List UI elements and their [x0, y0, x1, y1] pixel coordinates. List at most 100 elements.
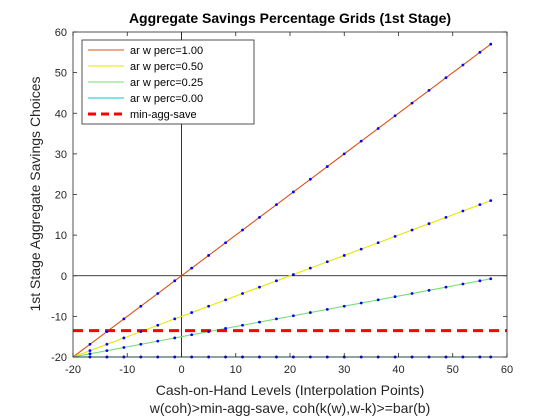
x-tick-label: 50	[447, 364, 459, 376]
y-tick-label: 50	[55, 68, 67, 80]
data-point	[489, 277, 493, 281]
x-tick-label: 60	[501, 364, 513, 376]
x-axis-label-line2: w(coh)>min-agg-save, coh(k(w),w-k)>=bar(…	[149, 400, 430, 416]
data-point	[122, 336, 126, 340]
data-point	[308, 311, 312, 314]
data-point	[393, 114, 397, 118]
data-point	[190, 266, 194, 270]
x-tick-label: 20	[284, 364, 296, 376]
data-point	[105, 349, 109, 353]
data-point	[88, 352, 92, 356]
x-tick-label: -10	[119, 364, 135, 376]
data-point	[376, 298, 380, 302]
x-tick-label: 10	[230, 364, 242, 376]
data-point	[427, 222, 431, 226]
legend-label: ar w perc=0.25	[130, 77, 203, 89]
y-axis-label: 1st Stage Aggregate Savings Choices	[27, 76, 43, 311]
data-point	[207, 254, 211, 257]
data-point	[224, 241, 227, 245]
data-point	[291, 314, 295, 318]
data-point	[478, 50, 482, 54]
y-axis-ticks: -20 -10 0 10 20 30 40 50 60	[51, 27, 507, 364]
data-point	[156, 292, 160, 295]
legend-label: ar w perc=0.00	[130, 93, 203, 105]
data-point	[258, 320, 261, 324]
data-point	[224, 298, 227, 302]
data-point	[291, 273, 295, 276]
y-tick-label: 40	[55, 108, 67, 120]
data-point	[275, 317, 278, 321]
markers-layer	[88, 42, 493, 359]
data-point	[105, 330, 109, 334]
x-tick-label: 30	[338, 364, 350, 376]
y-tick-label: -10	[51, 311, 67, 323]
data-point	[173, 336, 177, 340]
x-tick-label: -20	[65, 364, 81, 376]
data-point	[489, 199, 493, 202]
series-line-2	[72, 278, 491, 358]
data-point	[308, 177, 312, 181]
data-point	[342, 254, 346, 257]
data-point	[478, 203, 482, 207]
data-point	[393, 295, 397, 299]
x-tick-label: 40	[392, 364, 404, 376]
y-tick-label: 10	[55, 230, 67, 242]
legend-label: min-agg-save	[130, 109, 197, 121]
y-tick-label: 60	[55, 27, 67, 39]
data-point	[359, 301, 363, 305]
data-point	[241, 323, 244, 327]
data-point	[139, 304, 143, 308]
data-point	[275, 279, 278, 283]
data-point	[139, 330, 143, 334]
data-point	[122, 346, 126, 349]
data-point	[461, 209, 465, 213]
data-point	[444, 285, 448, 289]
data-point	[173, 317, 177, 321]
x-axis-label: Cash-on-Hand Levels (Interpolation Point…	[156, 382, 424, 398]
data-point	[156, 323, 160, 327]
data-point	[444, 215, 448, 219]
data-point	[325, 260, 329, 264]
data-point	[190, 311, 194, 314]
x-axis-ticks: -20 -10 0 10 20 30 40 50 60	[65, 32, 513, 376]
legend-label: ar w perc=1.00	[130, 45, 203, 57]
chart-title: Aggregate Savings Percentage Grids (1st …	[129, 10, 451, 26]
data-point	[258, 215, 261, 219]
data-point	[190, 333, 194, 337]
data-point	[410, 228, 414, 232]
data-point	[478, 279, 482, 283]
series-line-0	[72, 43, 492, 358]
data-point	[325, 307, 329, 311]
data-point	[325, 165, 329, 168]
data-point	[291, 190, 295, 194]
data-point	[173, 279, 177, 283]
data-point	[444, 76, 448, 80]
data-point	[359, 139, 363, 143]
data-point	[376, 241, 380, 245]
data-point	[461, 63, 465, 67]
data-point	[410, 101, 414, 105]
data-point	[207, 330, 211, 334]
data-point	[139, 342, 143, 346]
data-point	[489, 42, 493, 46]
data-point	[359, 247, 363, 251]
data-point	[461, 282, 465, 286]
data-point	[122, 317, 126, 321]
data-point	[207, 304, 211, 308]
data-point	[410, 292, 414, 295]
data-point	[156, 339, 160, 343]
data-point	[376, 127, 380, 130]
y-tick-label: 20	[55, 190, 67, 202]
data-point	[275, 203, 278, 207]
data-point	[241, 228, 244, 232]
data-point	[105, 342, 109, 346]
data-point	[427, 288, 431, 292]
y-tick-label: 0	[61, 271, 67, 283]
data-point	[342, 304, 346, 308]
data-point	[88, 349, 92, 353]
data-point	[308, 266, 312, 270]
y-tick-label: -20	[51, 352, 67, 364]
data-point	[427, 88, 431, 92]
y-tick-label: 30	[55, 149, 67, 161]
